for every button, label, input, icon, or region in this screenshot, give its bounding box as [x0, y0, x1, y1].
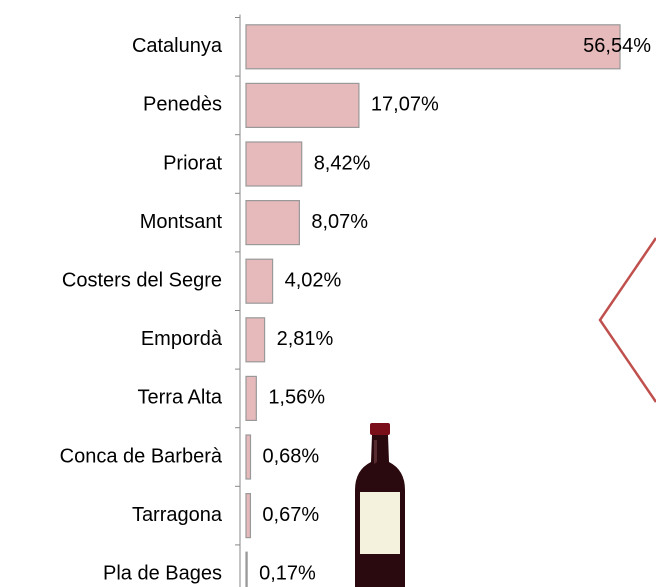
category-label: Terra Alta — [138, 387, 223, 409]
category-label: Empordà — [141, 328, 223, 350]
category-label: Penedès — [143, 94, 222, 116]
value-label: 8,07% — [311, 211, 368, 233]
bar — [245, 82, 360, 129]
category-label: Costers del Segre — [62, 269, 222, 291]
bar — [245, 493, 252, 539]
value-label: 56,54% — [583, 35, 651, 57]
category-label: Montsant — [140, 211, 223, 233]
bar — [245, 200, 300, 246]
bar — [245, 434, 252, 480]
value-label: 0,17% — [259, 562, 316, 584]
bar — [245, 258, 274, 304]
value-label: 17,07% — [371, 94, 439, 116]
value-label: 4,02% — [285, 269, 342, 291]
bar — [245, 375, 257, 421]
category-label: Conca de Barberà — [60, 445, 223, 467]
bar — [245, 551, 248, 587]
wine-bottle — [355, 423, 405, 587]
decorative-chevron — [598, 237, 656, 403]
category-label: Tarragona — [132, 504, 223, 526]
value-label: 0,68% — [262, 445, 319, 467]
bar — [245, 141, 303, 187]
value-label: 1,56% — [268, 387, 325, 409]
value-label: 0,67% — [262, 504, 319, 526]
bar — [245, 24, 621, 70]
value-label: 2,81% — [277, 328, 334, 350]
category-label: Catalunya — [132, 35, 223, 57]
category-label: Priorat — [163, 152, 222, 174]
value-label: 8,42% — [314, 152, 371, 174]
category-label: Pla de Bages — [103, 562, 222, 584]
bar — [245, 317, 266, 363]
